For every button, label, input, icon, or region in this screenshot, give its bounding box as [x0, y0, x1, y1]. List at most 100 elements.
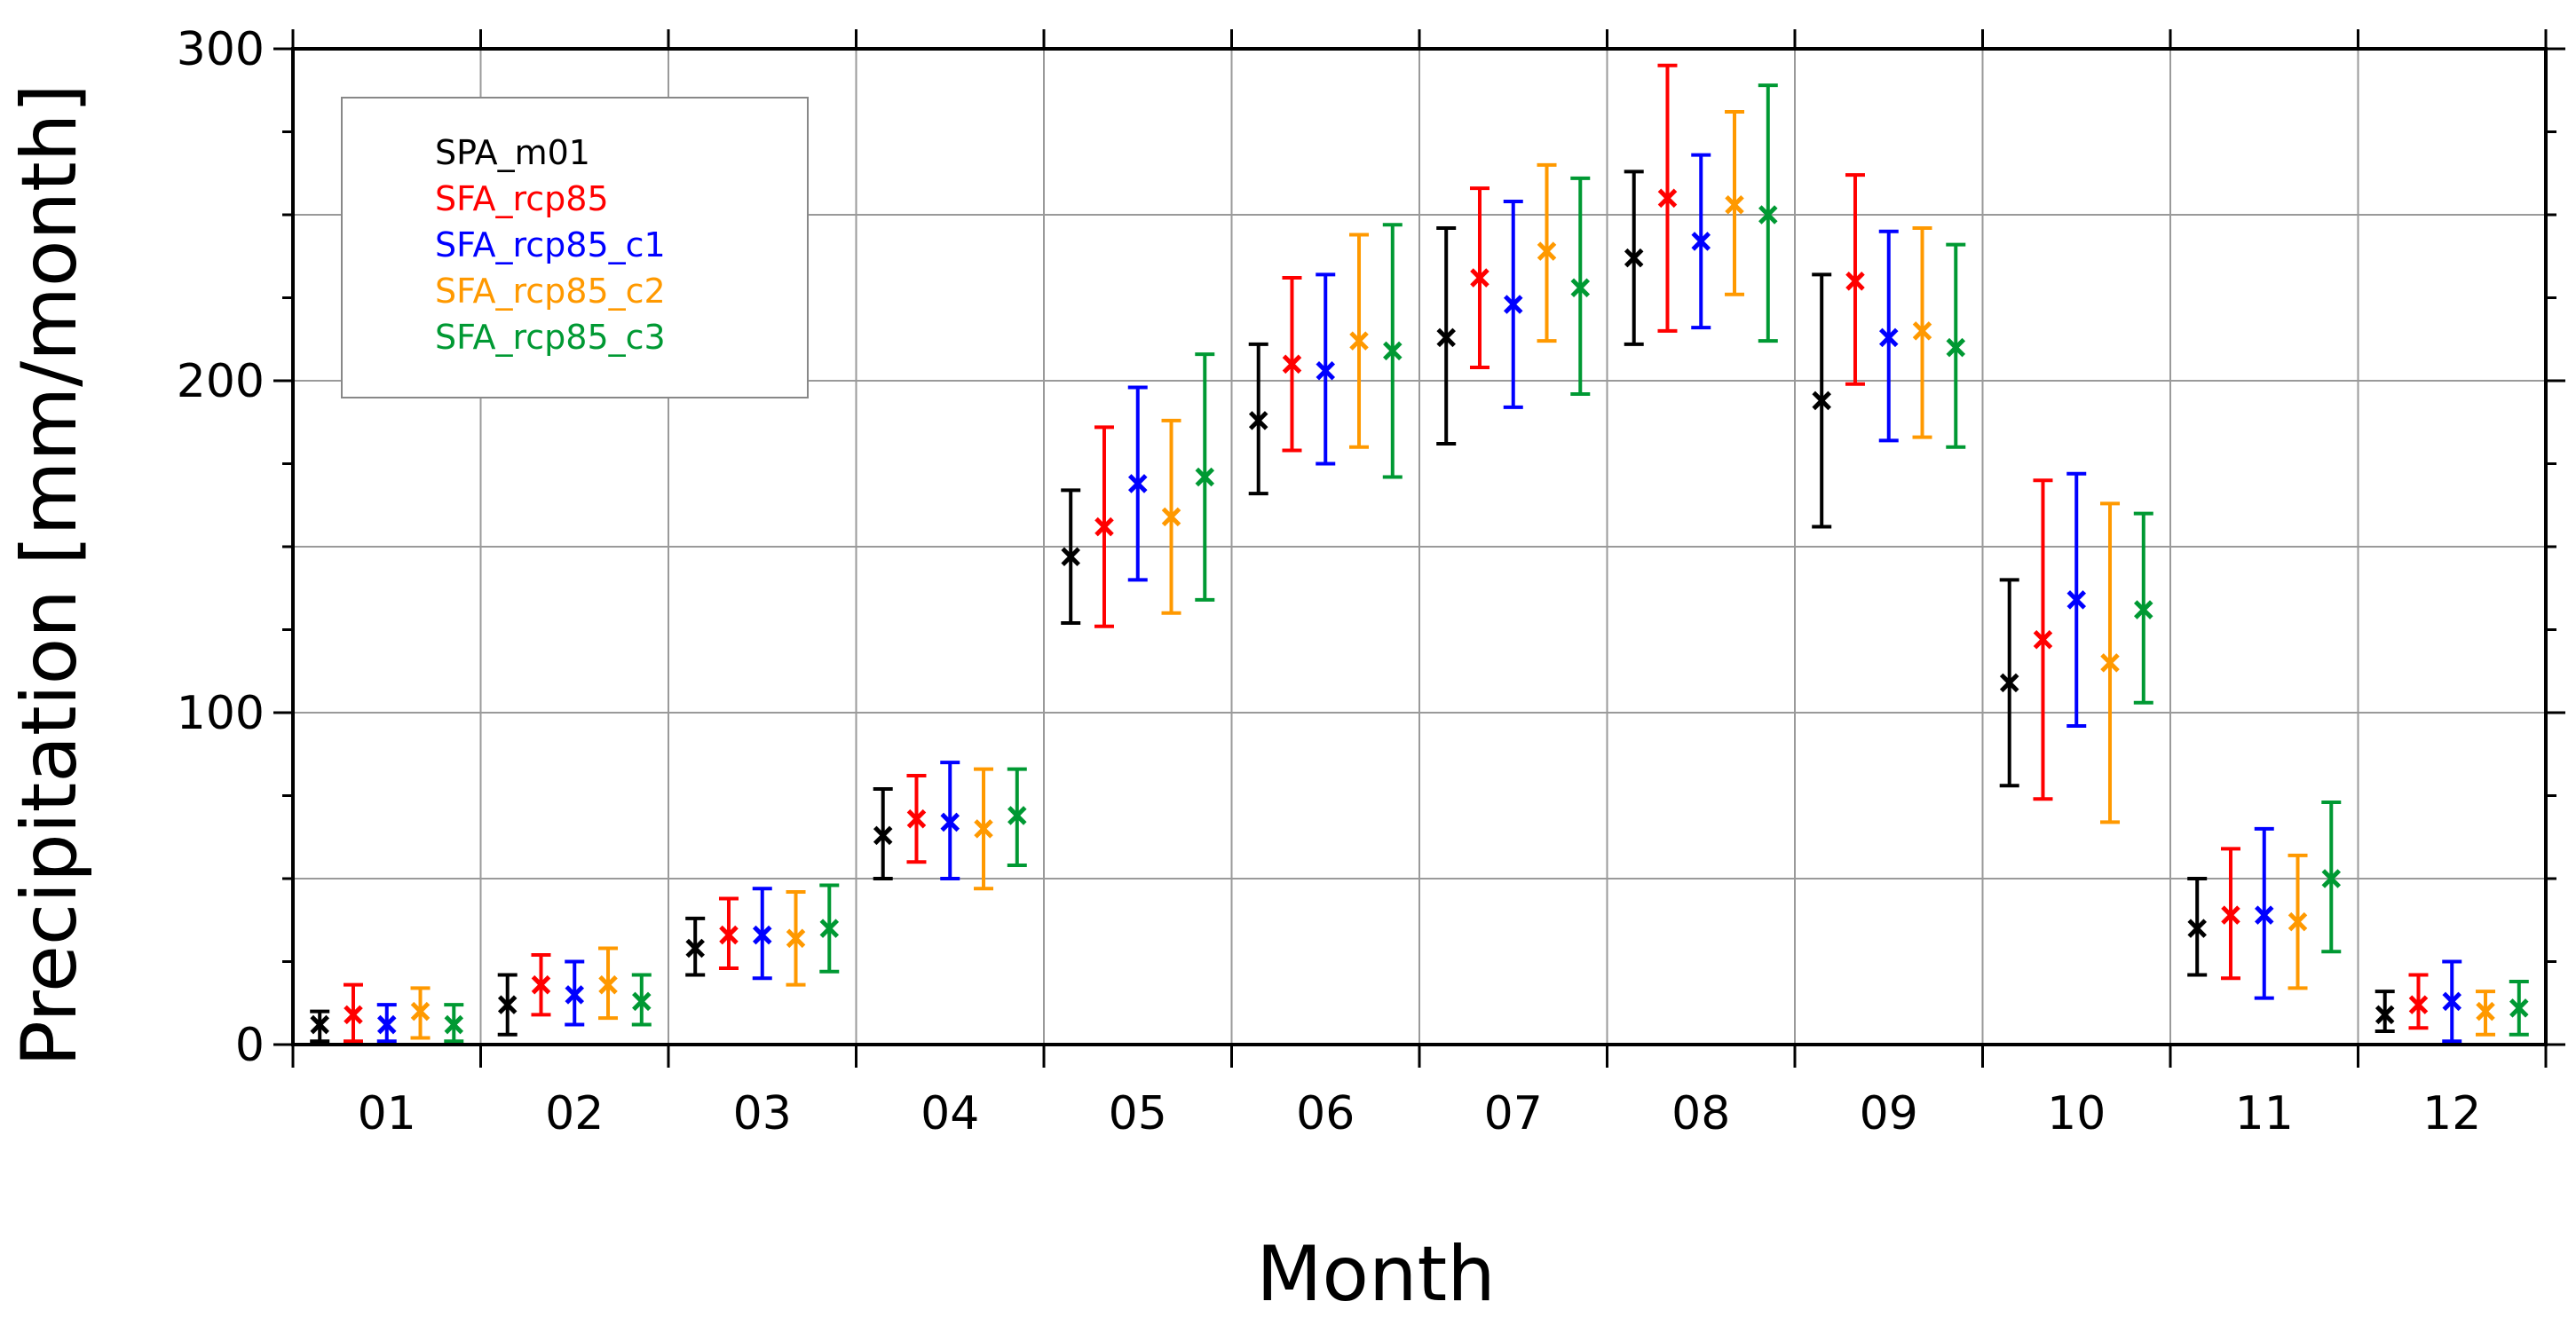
errorbar-sfa-rcp85-c3	[2133, 511, 2153, 705]
data-point-marker	[974, 819, 993, 839]
data-marks	[310, 63, 2529, 1044]
errorbar-spa-m01	[685, 916, 706, 977]
errorbar-sfa-rcp85-c2	[974, 767, 994, 891]
errorbar-sfa-rcp85-c2	[786, 889, 806, 987]
data-point-marker	[1537, 241, 1557, 261]
x-tick-label: 11	[2235, 1087, 2294, 1140]
data-point-marker	[2375, 1005, 2395, 1025]
errorbar-sfa-rcp85-c1	[940, 761, 960, 880]
errorbar-sfa-rcp85-c2	[598, 946, 619, 1021]
x-tick-label: 04	[921, 1087, 979, 1140]
errorbar-sfa-rcp85-c2	[1161, 418, 1181, 615]
errorbar-sfa-rcp85	[1282, 276, 1302, 453]
errorbar-sfa-rcp85-c2	[2100, 501, 2121, 824]
data-point-marker	[1248, 411, 1268, 430]
errorbar-sfa-rcp85-c1	[2442, 959, 2462, 1044]
data-point-marker	[1436, 327, 1456, 348]
data-point-marker	[2134, 600, 2153, 619]
data-point-marker	[1946, 337, 1966, 358]
errorbar-sfa-rcp85-c3	[444, 1003, 464, 1044]
errorbar-sfa-rcp85-c3	[1382, 223, 1403, 479]
x-tick-label: 03	[733, 1087, 792, 1140]
errorbar-sfa-rcp85	[1469, 186, 1489, 370]
errorbar-spa-m01	[1248, 342, 1268, 496]
x-tick-label: 05	[1109, 1087, 1167, 1140]
data-point-marker	[410, 1001, 431, 1021]
data-point-marker	[2509, 998, 2529, 1018]
data-point-marker	[344, 1005, 363, 1025]
errorbar-sfa-rcp85-c1	[1316, 272, 1336, 466]
errorbar-sfa-rcp85-c2	[410, 986, 431, 1040]
errorbar-sfa-rcp85-c3	[2321, 800, 2342, 954]
x-tick-label: 12	[2422, 1087, 2481, 1140]
data-point-marker	[2408, 995, 2429, 1014]
plot-frame	[291, 47, 2548, 1046]
x-tick-label: 07	[1484, 1087, 1543, 1140]
data-point-marker	[1127, 474, 1148, 493]
data-point-marker	[1570, 278, 1591, 298]
data-point-marker	[2442, 991, 2462, 1012]
errorbar-sfa-rcp85	[531, 953, 551, 1017]
errorbar-spa-m01	[1812, 272, 1832, 529]
data-point-marker	[310, 1014, 329, 1035]
data-point-marker	[1758, 205, 1778, 225]
errorbar-sfa-rcp85-c1	[376, 1003, 397, 1044]
errorbar-spa-m01	[2375, 990, 2395, 1034]
errorbar-spa-m01	[310, 1009, 330, 1044]
data-point-marker	[2254, 905, 2274, 925]
data-point-marker	[786, 928, 806, 949]
data-point-marker	[2033, 629, 2053, 650]
data-point-marker	[685, 938, 705, 958]
errorbar-sfa-rcp85-c2	[1912, 225, 1932, 439]
errorbar-sfa-rcp85-c1	[565, 959, 585, 1027]
x-tick-label: 01	[358, 1087, 416, 1140]
x-axis-title: Month	[1256, 1230, 1496, 1319]
errorbar-sfa-rcp85	[906, 774, 927, 864]
errorbar-spa-m01	[2187, 877, 2208, 977]
legend-item-sfa-rcp85-c1: SFA_rcp85_c1	[435, 225, 666, 264]
y-tick-label: 200	[177, 355, 265, 408]
data-point-marker	[1912, 321, 1932, 341]
errorbar-spa-m01	[1624, 170, 1644, 346]
data-point-marker	[376, 1014, 397, 1035]
errorbar-sfa-rcp85	[2408, 973, 2429, 1030]
data-point-marker	[2066, 590, 2087, 610]
data-point-marker	[1999, 673, 2019, 693]
errorbar-sfa-rcp85	[1094, 425, 1114, 628]
errorbar-sfa-rcp85-c3	[819, 883, 840, 974]
legend-item-sfa-rcp85-c3: SFA_rcp85_c3	[435, 318, 666, 357]
errorbar-sfa-rcp85-c1	[1503, 200, 1523, 409]
data-point-marker	[940, 812, 960, 832]
data-point-marker	[1383, 341, 1403, 361]
data-point-marker	[873, 825, 893, 846]
data-point-marker	[1503, 295, 1523, 314]
errorbar-spa-m01	[1061, 488, 1081, 626]
errorbar-sfa-rcp85-c1	[2066, 471, 2087, 728]
data-point-marker	[2100, 653, 2120, 673]
data-point-marker	[2221, 905, 2240, 925]
errorbar-sfa-rcp85	[718, 896, 739, 970]
y-tick-label: 100	[177, 687, 265, 740]
legend-item-sfa-rcp85: SFA_rcp85	[435, 179, 609, 218]
legend-item-sfa-rcp85-c2: SFA_rcp85_c2	[435, 272, 666, 311]
data-point-marker	[1624, 248, 1644, 268]
data-point-marker	[1725, 195, 1744, 215]
x-tick-label: 02	[545, 1087, 604, 1140]
errorbar-sfa-rcp85-c2	[2288, 853, 2308, 990]
errorbar-sfa-rcp85-c1	[1878, 229, 1899, 443]
x-tick-label: 06	[1296, 1087, 1355, 1140]
errorbar-sfa-rcp85	[2220, 847, 2240, 981]
data-point-marker	[1007, 806, 1027, 825]
errorbar-sfa-rcp85-c1	[2254, 826, 2274, 1000]
errorbar-sfa-rcp85-c3	[1758, 83, 1778, 343]
data-point-marker	[1195, 467, 1215, 487]
data-point-marker	[906, 808, 927, 829]
data-point-marker	[565, 985, 585, 1005]
grid-lines	[293, 49, 2546, 1045]
errorbar-sfa-rcp85-c1	[752, 887, 772, 981]
errorbar-sfa-rcp85-c2	[1349, 233, 1370, 449]
x-tick-label: 09	[1860, 1087, 1918, 1140]
data-point-marker	[2321, 869, 2342, 888]
errorbar-sfa-rcp85-c3	[1570, 176, 1591, 396]
errorbar-sfa-rcp85	[1845, 173, 1865, 386]
